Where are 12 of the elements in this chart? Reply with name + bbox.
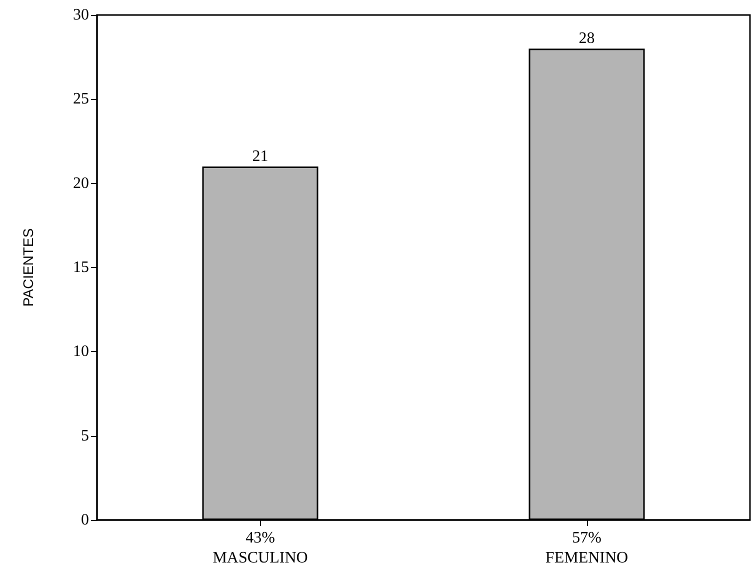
x-tick-label: 57% FEMENINO [545,530,628,566]
y-tick-label: 20 [73,174,89,192]
y-tick-label: 5 [81,427,89,444]
data-label: 21 [252,148,268,165]
data-label: 28 [578,30,595,48]
y-tick-label: 15 [73,259,89,276]
x-tick-label: 43% MASCULINO [212,530,308,566]
y-tick-label: 0 [81,512,89,528]
y-tick-label: 10 [73,343,89,360]
y-tick-label: 25 [73,90,89,108]
y-tick-label: 30 [73,6,89,24]
y-axis-title: PACIENTES [20,228,36,307]
